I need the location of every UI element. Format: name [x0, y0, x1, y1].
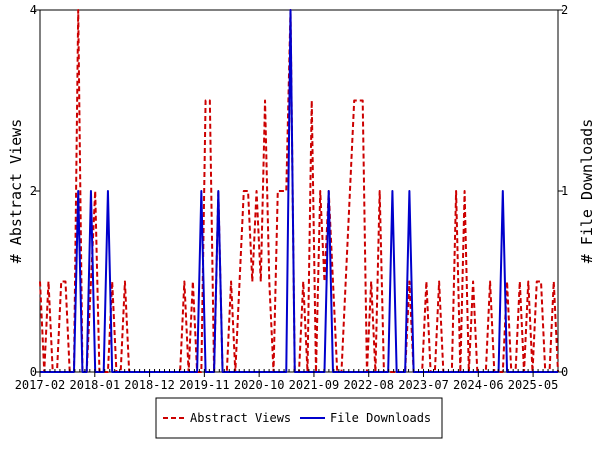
- legend-label-abstract-views: Abstract Views: [190, 411, 291, 425]
- x-tick-label: 2022-08: [343, 378, 394, 392]
- x-tick-label: 2025-05: [508, 378, 559, 392]
- x-tick-label: 2024-06: [453, 378, 504, 392]
- file-downloads-series-line: [40, 9, 558, 373]
- legend: Abstract Views File Downloads: [155, 397, 443, 439]
- legend-label-file-downloads: File Downloads: [330, 411, 431, 425]
- x-tick-label: 2017-02: [15, 378, 66, 392]
- y-axis-label-left: # Abstract Views: [7, 119, 25, 264]
- ticks-layer: 2017-02 2018-01 2018-12 2019-11 2020-10 2021-…: [15, 3, 569, 392]
- y-axis-label-right: # File Downloads: [578, 119, 596, 264]
- y-right-tick-label: 2: [561, 3, 568, 17]
- x-tick-label: 2019-11: [179, 378, 230, 392]
- y-left-tick-label: 0: [30, 365, 37, 379]
- y-left-tick-label: 4: [30, 3, 37, 17]
- legend-box: [155, 397, 443, 439]
- axes: [39, 9, 559, 373]
- y-left-tick-label: 2: [30, 184, 37, 198]
- x-tick-label: 2020-10: [234, 378, 285, 392]
- x-tick-label: 2018-01: [69, 378, 120, 392]
- y-right-tick-label: 1: [561, 184, 568, 198]
- y-right-tick-label: 0: [561, 365, 568, 379]
- x-tick-label: 2021-09: [289, 378, 340, 392]
- series-layer: [39, 9, 559, 373]
- x-tick-label: 2018-12: [124, 378, 175, 392]
- plot-frame: [39, 9, 559, 373]
- x-tick-label: 2023-07: [398, 378, 449, 392]
- abstract-views-series-line: [39, 9, 559, 373]
